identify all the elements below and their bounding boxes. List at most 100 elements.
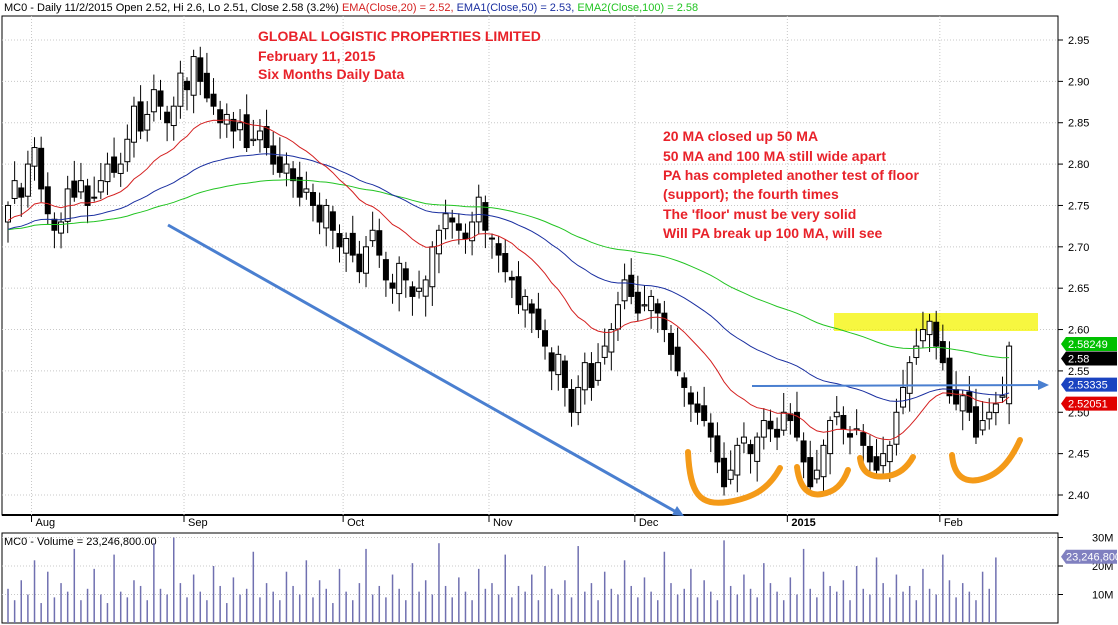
candle-body	[515, 276, 522, 306]
candle-body	[986, 411, 993, 420]
candle-body	[157, 90, 164, 107]
candle-body	[634, 291, 641, 314]
note-line-3: PA has completed another test of floor	[663, 167, 919, 183]
volume-gridlines	[2, 537, 1058, 595]
candle-body	[276, 156, 283, 173]
candle-body	[548, 352, 555, 372]
candle-body	[243, 114, 250, 149]
note-line-5: The 'floor' must be very solid	[663, 206, 856, 222]
volume-ticker: MC0	[4, 536, 27, 548]
candle-body	[117, 163, 124, 174]
candle-body	[953, 389, 960, 405]
candle-body	[992, 403, 999, 414]
candle-body	[416, 287, 423, 292]
candle-body	[522, 295, 529, 311]
candle-body	[190, 56, 197, 96]
candle-body	[820, 444, 827, 478]
candle-body	[919, 329, 926, 342]
volume-bars	[7, 537, 997, 623]
candle-body	[880, 453, 887, 467]
price-tag-label: 2.52051	[1068, 399, 1108, 411]
candle-body	[5, 204, 11, 223]
candle-body	[323, 204, 330, 229]
price-tick-label: 2.75	[1068, 200, 1089, 212]
downtrend-line	[167, 223, 679, 515]
price-tick-label: 2.45	[1068, 449, 1089, 461]
candle-body	[210, 93, 217, 107]
candle-body	[290, 168, 297, 182]
candle-body	[18, 187, 25, 198]
candle-body	[150, 89, 157, 113]
title-line-3: Six Months Daily Data	[258, 66, 404, 82]
support-arc-4	[949, 437, 1023, 484]
candle-body	[926, 320, 933, 336]
time-x-axis: Aug Sep Oct Nov Dec 2015 Feb	[31, 16, 963, 529]
time-tick-label: Sep	[188, 517, 208, 529]
candle-body	[727, 469, 734, 480]
candle-body	[38, 147, 45, 190]
candle-body	[250, 138, 257, 142]
candle-body	[595, 362, 602, 381]
price-tag-background	[1061, 351, 1117, 366]
candle-body	[130, 105, 137, 143]
candle-body	[628, 274, 635, 297]
candle-body	[283, 163, 290, 174]
price-tag-background	[1061, 377, 1117, 392]
candle-body	[442, 213, 449, 230]
candle-body	[999, 395, 1006, 398]
candle-body	[542, 330, 549, 347]
candle-body	[104, 163, 111, 183]
candle-body	[58, 221, 65, 234]
candle-body	[177, 72, 184, 107]
candle-body	[164, 111, 171, 124]
candle-body	[933, 321, 940, 347]
time-tick-label: Nov	[493, 517, 513, 529]
candle-body	[508, 276, 515, 281]
candle-body	[170, 105, 177, 127]
price-tick-label: 2.95	[1068, 35, 1089, 47]
candle-body	[77, 180, 84, 193]
candle-body	[217, 109, 224, 124]
candle-body	[402, 268, 409, 281]
candle-body	[913, 345, 920, 359]
note-line-4: (support); the fourth times	[663, 186, 839, 202]
time-tick-label: Oct	[347, 517, 364, 529]
candlestick-series	[5, 46, 1013, 496]
time-tick-label: Feb	[944, 517, 963, 529]
support-line	[751, 384, 1041, 387]
notes-annotation: 20 MA closed up 50 MA 50 MA and 100 MA s…	[663, 128, 919, 241]
candle-body	[707, 422, 714, 438]
candle-body	[263, 126, 270, 149]
candle-body	[223, 113, 230, 125]
candle-body	[64, 188, 71, 222]
candle-body	[588, 363, 595, 388]
note-line-1: 20 MA closed up 50 MA	[663, 128, 818, 144]
candle-body	[840, 414, 847, 430]
header-ema20-label: EMA(Close,20) = 2.52,	[342, 2, 457, 14]
price-tick-label: 2.40	[1068, 490, 1089, 502]
candle-body	[575, 386, 582, 414]
candle-body	[203, 72, 210, 99]
volume-header: MC0 - Volume = 23,246,800.00	[4, 536, 157, 548]
candle-body	[734, 444, 741, 476]
price-tag-label: 2.53335	[1068, 380, 1108, 392]
candle-body	[449, 217, 456, 223]
price-tick-label: 2.60	[1068, 325, 1089, 337]
candle-body	[959, 395, 966, 412]
candle-body	[886, 444, 893, 463]
candle-body	[469, 221, 476, 242]
volume-y-axis: 30M 20M 10M	[1058, 533, 1113, 602]
candle-body	[648, 295, 655, 312]
candle-body	[495, 243, 502, 256]
candle-body	[24, 163, 31, 197]
ema100-line	[7, 179, 1010, 359]
candle-body	[946, 357, 953, 397]
candle-body	[349, 232, 356, 256]
candle-body	[343, 238, 350, 254]
candle-body	[860, 432, 867, 446]
candle-body	[97, 180, 104, 193]
candle-body	[641, 304, 648, 307]
note-line-6: Will PA break up 100 MA, will see	[663, 225, 882, 241]
price-tick-label: 2.70	[1068, 242, 1089, 254]
title-annotation: GLOBAL LOGISTIC PROPERTIES LIMITED Febru…	[258, 28, 541, 82]
